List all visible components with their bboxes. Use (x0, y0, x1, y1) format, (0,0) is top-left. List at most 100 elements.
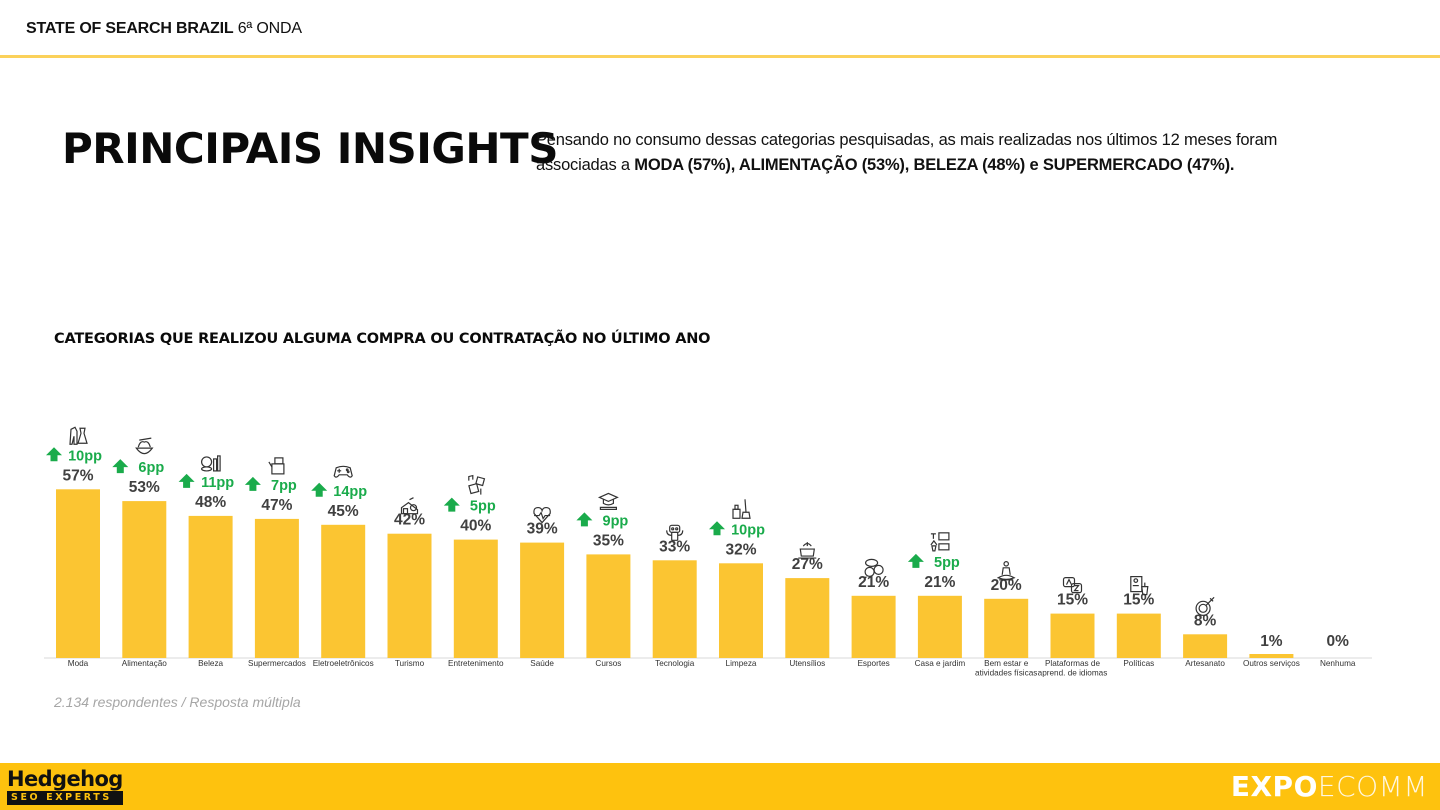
category-label: Entretenimento (448, 659, 504, 668)
bar-2 (122, 501, 167, 658)
value-label: 27% (792, 556, 823, 573)
growth-arrow-icon (443, 497, 460, 512)
footer-bar: Hedgehog SEO EXPERTS EXPOECOMM (0, 763, 1440, 810)
gamepad-icon (333, 465, 353, 478)
growth-label: 5pp (934, 555, 960, 571)
sports-balls-icon (864, 558, 884, 579)
hedgehog-logo: Hedgehog SEO EXPERTS (7, 767, 123, 805)
home-garden-icon (930, 532, 950, 552)
value-label: 35% (593, 532, 624, 549)
value-label: 42% (394, 512, 425, 529)
noodle-bowl-icon (135, 437, 154, 455)
category-label: Nenhuma (1320, 659, 1356, 668)
category-label: aprend. de idiomas (1038, 669, 1108, 678)
chart-footnote: 2.134 respondentes / Resposta múltipla (54, 694, 301, 710)
growth-arrow-icon (46, 447, 62, 462)
category-label: Moda (68, 659, 89, 668)
growth-arrow-icon (311, 482, 328, 497)
category-label: Turismo (395, 659, 425, 668)
bar-chart: 57% 10pp Moda 53% 6pp Alimentação 48% 11pp Belez… (44, 426, 1372, 678)
value-label: 20% (991, 577, 1022, 594)
meditation-icon (996, 561, 1016, 581)
cooking-pot-icon (798, 542, 817, 559)
growth-label: 10pp (731, 522, 765, 538)
insights-summary: Pensando no consumo dessas categorias pe… (536, 131, 1278, 174)
value-label: 21% (924, 574, 955, 591)
bar-17 (1116, 613, 1161, 658)
growth-label: 14pp (333, 484, 367, 500)
bar-16 (1050, 613, 1095, 658)
bar-10 (652, 560, 697, 658)
value-label: 39% (527, 521, 558, 538)
bar-9 (586, 554, 631, 658)
category-label: Cursos (595, 659, 621, 668)
robot-icon (666, 524, 684, 541)
category-label: Artesanato (1185, 659, 1225, 668)
value-label: 33% (659, 538, 690, 555)
cleaning-icon (732, 499, 751, 519)
value-label: 57% (62, 467, 93, 484)
entertainment-icon (468, 474, 486, 495)
growth-label: 7pp (271, 478, 297, 494)
bar-11 (719, 563, 763, 658)
bar-3 (188, 515, 233, 658)
graduation-cap-icon (597, 492, 619, 510)
category-label: Beleza (198, 659, 223, 668)
category-label: Limpeza (726, 659, 757, 668)
growth-label: 9pp (603, 513, 629, 529)
category-label: Outros serviços (1243, 659, 1300, 668)
growth-arrow-icon (907, 553, 924, 568)
bar-12 (785, 578, 830, 658)
value-label: 0% (1326, 633, 1349, 650)
category-label: Supermercados (248, 659, 306, 668)
chart-title: CATEGORIAS QUE REALIZOU ALGUMA COMPRA OU… (54, 331, 711, 347)
category-label: Utensílios (789, 659, 825, 668)
growth-arrow-icon (244, 476, 261, 491)
category-label: Bem estar e (984, 659, 1029, 668)
bar-15 (984, 598, 1029, 658)
bar-8 (520, 542, 565, 658)
growth-arrow-icon (112, 459, 129, 474)
value-label: 15% (1057, 592, 1088, 609)
report-title: STATE OF SEARCH BRAZIL 6ª ONDA (26, 20, 302, 37)
heartbeat-icon (533, 506, 551, 524)
crafts-icon (1195, 596, 1215, 616)
category-label: Esportes (857, 659, 889, 668)
value-label: 8% (1194, 612, 1217, 629)
value-label: 48% (195, 494, 226, 511)
insights-heading: PRINCIPAIS INSIGHTS (62, 124, 558, 173)
category-label: Saúde (530, 659, 554, 668)
category-label: Políticas (1123, 659, 1154, 668)
value-label: 32% (725, 541, 756, 558)
value-label: 1% (1260, 633, 1283, 650)
language-icon (1062, 577, 1083, 594)
bar-1 (56, 489, 100, 658)
bar-14 (917, 595, 962, 658)
bar-18 (1183, 634, 1228, 658)
growth-label: 5pp (470, 499, 496, 515)
value-label: 47% (261, 497, 292, 514)
category-label: Casa e jardim (915, 659, 966, 668)
growth-label: 10pp (68, 448, 102, 464)
growth-arrow-icon (576, 512, 593, 527)
slide-header: STATE OF SEARCH BRAZIL 6ª ONDA (0, 0, 1440, 58)
expoecomm-logo: EXPOECOMM (1230, 770, 1428, 803)
bar-6 (387, 533, 432, 658)
bar-4 (254, 518, 299, 658)
value-label: 15% (1123, 592, 1154, 609)
growth-label: 6pp (138, 460, 164, 476)
category-label: Plataformas de (1045, 659, 1101, 668)
bar-5 (321, 524, 366, 658)
grocery-icon (268, 457, 285, 475)
growth-arrow-icon (178, 473, 195, 488)
header-divider (0, 55, 1440, 58)
bar-7 (453, 539, 498, 658)
bar-13 (851, 595, 896, 658)
category-label: Tecnologia (655, 659, 695, 668)
travel-icon (400, 497, 419, 515)
growth-arrow-icon (709, 521, 725, 536)
category-label: atividades físicas (975, 669, 1037, 678)
bar-19 (1249, 654, 1294, 658)
category-label: Eletroeletrônicos (313, 659, 374, 668)
value-label: 45% (328, 503, 359, 520)
